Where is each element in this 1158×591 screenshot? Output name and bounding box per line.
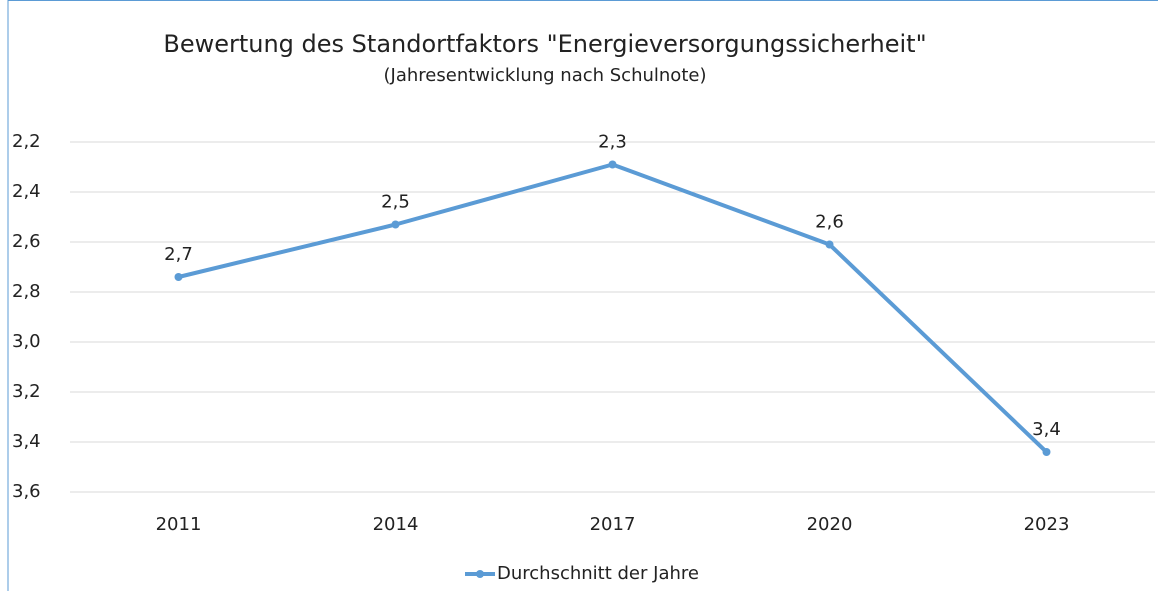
- x-tick-label: 2020: [807, 514, 853, 535]
- x-tick-label: 2014: [373, 514, 419, 535]
- y-tick-label: 3,2: [12, 381, 41, 402]
- y-tick-label: 3,0: [12, 331, 41, 352]
- data-label: 2,3: [598, 132, 627, 153]
- y-tick-label: 3,4: [12, 431, 41, 452]
- data-label: 2,6: [815, 212, 844, 233]
- chart-title: Bewertung des Standortfaktors "Energieve…: [163, 30, 926, 58]
- legend-label: Durchschnitt der Jahre: [497, 563, 699, 584]
- y-tick-label: 2,6: [12, 231, 41, 252]
- x-tick-label: 2023: [1024, 514, 1070, 535]
- data-label: 2,5: [381, 192, 410, 213]
- x-tick-label: 2011: [156, 514, 202, 535]
- legend-marker: [476, 570, 484, 578]
- point: [391, 220, 400, 229]
- point: [825, 240, 834, 249]
- data-label: 3,4: [1032, 419, 1061, 440]
- y-tick-label: 3,6: [12, 481, 41, 502]
- y-tick-label: 2,8: [12, 281, 41, 302]
- point: [174, 273, 183, 281]
- y-tick-label: 2,2: [12, 131, 41, 152]
- y-tick-label: 2,4: [12, 181, 41, 202]
- line: [178, 162, 1048, 454]
- chart-subtitle: (Jahresentwicklung nach Schulnote): [384, 65, 707, 86]
- data-label: 2,7: [164, 244, 193, 265]
- point: [608, 160, 617, 169]
- point: [1042, 448, 1051, 456]
- x-tick-label: 2017: [590, 514, 636, 535]
